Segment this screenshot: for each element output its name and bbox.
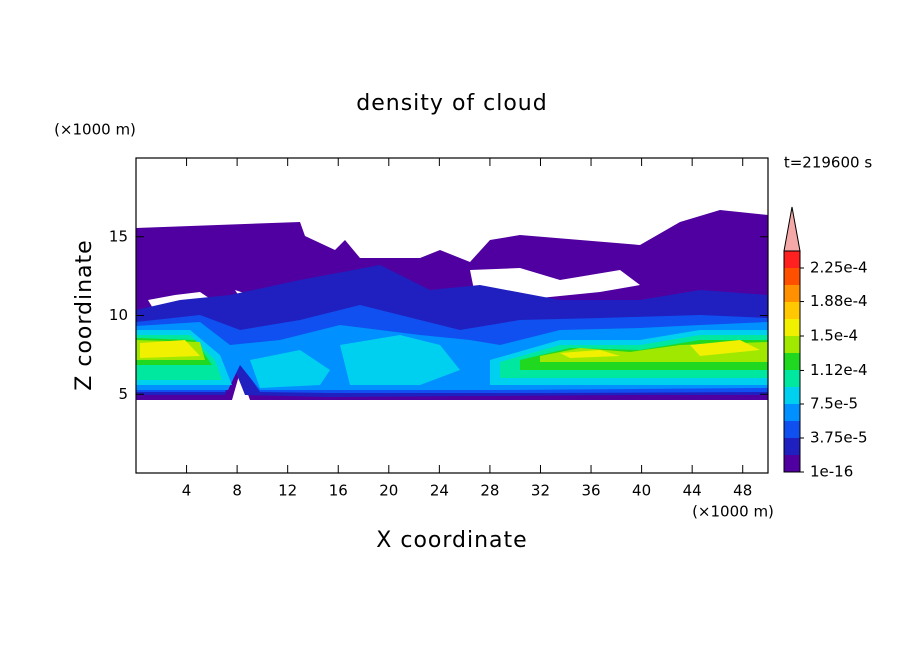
plot-area <box>136 210 768 400</box>
y-axis-label: Z coordinate <box>72 239 97 390</box>
colorbar-band <box>784 455 800 472</box>
colorbar-band <box>784 387 800 404</box>
colorbar-band <box>784 302 800 319</box>
colorbar-band <box>784 285 800 302</box>
x-unit: (×1000 m) <box>692 503 774 521</box>
y-unit: (×1000 m) <box>54 121 136 139</box>
colorbar-band <box>784 319 800 336</box>
x-tick-label: 20 <box>379 482 398 500</box>
x-tick-label: 16 <box>329 482 348 500</box>
colorbar-band <box>784 251 800 268</box>
cloud-region <box>690 340 760 356</box>
colorbar-band <box>784 353 800 370</box>
x-tick-label: 48 <box>733 482 752 500</box>
time-label: t=219600 s <box>784 154 872 172</box>
colorbar-tick-label: 1.5e-4 <box>810 327 858 345</box>
y-tick-label: 5 <box>118 385 128 403</box>
x-tick-label: 32 <box>531 482 550 500</box>
x-tick-label: 36 <box>581 482 600 500</box>
colorbar-band <box>784 438 800 455</box>
x-tick-label: 12 <box>278 482 297 500</box>
colorbar-tick-label: 1e-16 <box>810 463 853 481</box>
x-tick-label: 40 <box>632 482 651 500</box>
colorbar-tick-label: 7.5e-5 <box>810 395 858 413</box>
colorbar-frame <box>783 250 801 473</box>
cloud-region <box>560 350 620 358</box>
x-tick-label: 8 <box>232 482 242 500</box>
colorbar-band <box>784 404 800 421</box>
cloud-region <box>340 335 460 385</box>
colorbar-band <box>784 268 800 285</box>
colorbar-tick-label: 2.25e-4 <box>810 259 868 277</box>
cloud-region <box>250 350 330 388</box>
x-axis-label: X coordinate <box>376 528 527 553</box>
y-tick-label: 15 <box>109 227 128 245</box>
colorbar-extend <box>783 206 801 252</box>
chart-title: density of cloud <box>356 91 547 116</box>
colorbar-band <box>784 336 800 353</box>
colorbar-band <box>784 421 800 438</box>
x-tick-label: 28 <box>480 482 499 500</box>
y-tick-label: 10 <box>109 306 128 324</box>
x-tick-label: 44 <box>683 482 702 500</box>
colorbar-tick-label: 1.88e-4 <box>810 292 868 310</box>
colorbar-tick-label: 3.75e-5 <box>810 429 868 447</box>
colorbar-band <box>784 370 800 387</box>
x-tick-label: 4 <box>182 482 192 500</box>
colorbar-tick-label: 1.12e-4 <box>810 361 868 379</box>
x-tick-label: 24 <box>430 482 449 500</box>
cloud-region <box>140 340 200 358</box>
